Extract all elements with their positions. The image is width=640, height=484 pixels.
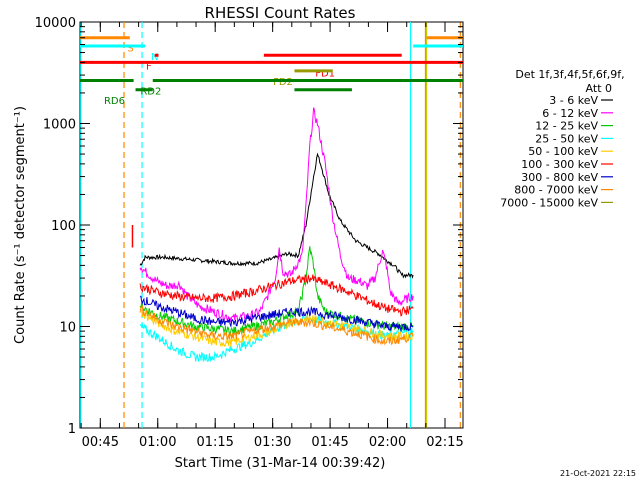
flag-bar-label: FD2 [273,77,293,88]
chart-title: RHESSI Count Rates [205,4,356,22]
flag-bar-label: RD2 [140,87,161,98]
legend-entry-label: 800 - 7000 keV [514,184,598,197]
x-tick-label: 01:00 [139,435,176,450]
legend-entry-label: 100 - 300 keV [521,158,598,171]
legend-header-line1: Det 1f,3f,4f,5f,6f,9f, [515,68,624,81]
series-line [139,305,414,346]
legend-entry-label: 7000 - 15000 keV [500,196,598,209]
legend-entry-label: 6 - 12 keV [542,107,598,120]
axes: 1 10 100 1000 10000 00:45 01:00 01:15 01:30 01:45… [35,16,464,450]
x-tick-label: 01:15 [196,435,233,450]
footer-date: 21-Oct-2021 22:15 [560,469,636,478]
y-tick-label: 10 [59,321,76,336]
series-line [139,152,414,279]
flag-bar-label: N [151,52,158,63]
x-tick-label: 02:00 [369,435,406,450]
flag-bar-label: RD6 [104,96,125,107]
series-line [139,246,414,337]
y-axis-label: Count Rate (s⁻¹ detector segment⁻¹) [13,106,28,344]
series-line [139,274,414,317]
y-tick-label: 100 [51,219,76,234]
reference-lines [80,22,461,428]
legend-entry-label: 50 - 100 keV [528,145,598,158]
legend-header-line2: Att 0 [586,82,612,95]
legend-entry-label: 3 - 6 keV [549,94,598,107]
y-tick-label: 1 [68,422,76,437]
y-tick-label: 1000 [43,118,76,133]
flag-bars: S NF FD1 FD2 RD2 RD6 [80,36,463,107]
flag-bar-label: F [146,61,152,72]
x-tick-label: 01:30 [254,435,291,450]
series-line [139,107,414,324]
series-lines [139,107,414,363]
plot-frame [79,21,464,429]
x-tick-label: 00:45 [82,435,119,450]
x-tick-label: 02:15 [426,435,463,450]
legend-entry-label: 25 - 50 keV [535,132,598,145]
flag-bar-label: S [127,44,133,55]
y-tick-label: 10000 [35,16,76,31]
legend-entry-label: 300 - 800 keV [521,171,598,184]
legend-entry-label: 12 - 25 keV [535,120,598,133]
flag-bar-label: FD1 [315,68,335,79]
x-tick-label: 01:45 [311,435,348,450]
series-line [139,295,414,333]
x-axis-label: Start Time (31-Mar-14 00:39:42) [175,456,386,471]
